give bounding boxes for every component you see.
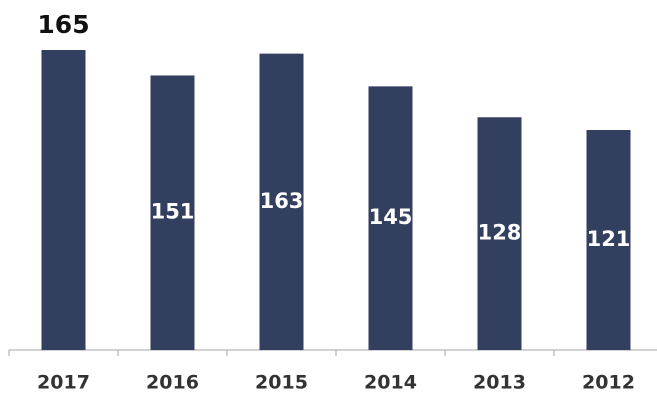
x-tick-label: 2012 (582, 372, 635, 394)
bar (259, 53, 304, 351)
data-label: 165 (37, 10, 89, 39)
bar (41, 50, 86, 350)
bar (150, 75, 195, 351)
data-label: 121 (587, 227, 631, 251)
bar (368, 86, 413, 350)
bar (477, 117, 522, 350)
data-label: 145 (369, 205, 413, 229)
x-tick-label: 2014 (364, 372, 417, 394)
x-tick-label: 2017 (37, 372, 90, 394)
data-label: 151 (151, 200, 195, 224)
data-label: 163 (260, 189, 304, 213)
x-tick-label: 2015 (255, 372, 308, 394)
x-tick-label: 2016 (146, 372, 199, 394)
data-label: 128 (478, 221, 522, 245)
bar (586, 130, 631, 350)
x-tick-label: 2013 (473, 372, 526, 394)
